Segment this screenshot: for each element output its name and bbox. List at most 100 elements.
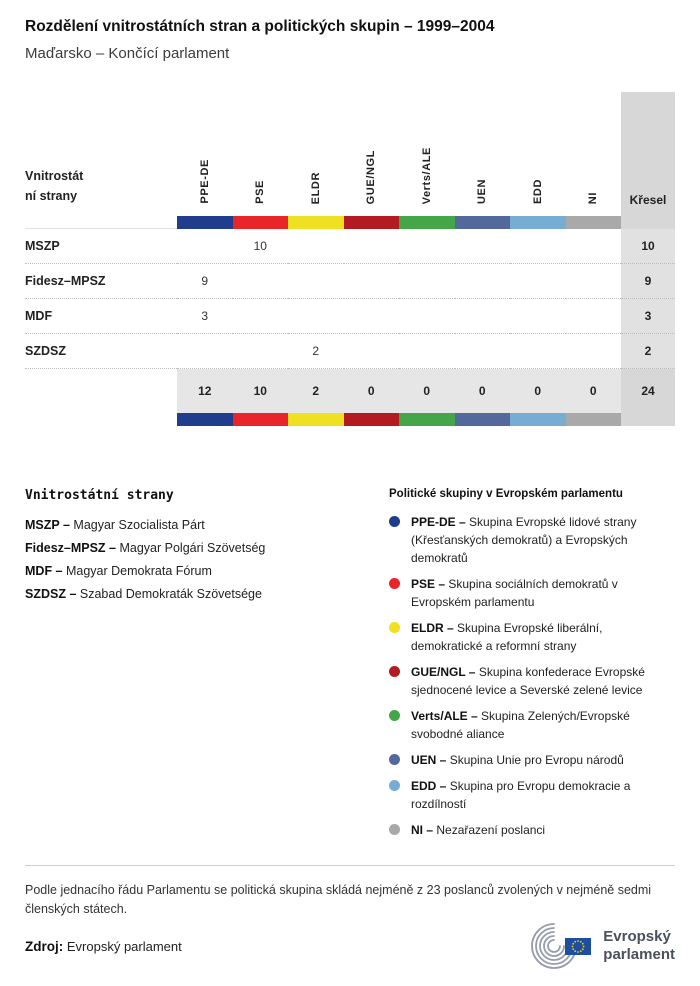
value-cell bbox=[177, 229, 233, 264]
national-parties-legend: Vnitrostátní strany MSZP – Magyar Szocia… bbox=[25, 488, 365, 847]
color-bar-bottom-edd bbox=[510, 413, 566, 426]
source-value: Evropský parlament bbox=[66, 938, 182, 954]
value-cell bbox=[399, 299, 455, 334]
legend-item-fidesz-mpsz: Fidesz–MPSZ – Magyar Polgári Szövetség bbox=[25, 541, 266, 555]
column-header-pse: PSE bbox=[254, 180, 267, 204]
value-cell bbox=[399, 264, 455, 299]
ep-logo-text: Evropský parlament bbox=[603, 928, 675, 963]
color-bar-ni bbox=[565, 216, 621, 229]
seats-cell-mdf: 3 bbox=[621, 299, 675, 334]
european-parliament-logo: Evropský parlament bbox=[528, 920, 675, 972]
value-cell bbox=[288, 264, 344, 299]
political-groups-title: Politické skupiny v Evropském parlamentu bbox=[389, 488, 623, 500]
political-groups-legend: Politické skupiny v Evropském parlamentu… bbox=[389, 488, 675, 847]
total-ppe-de: 12 bbox=[177, 369, 233, 413]
legend-section: Vnitrostátní strany MSZP – Magyar Szocia… bbox=[25, 488, 675, 847]
total-edd: 0 bbox=[510, 369, 566, 413]
column-header-seats: Křesel bbox=[621, 92, 675, 216]
party-name-mszp: MSZP bbox=[25, 229, 177, 264]
color-bar-bottom-uen bbox=[454, 413, 510, 426]
source-line: Zdroj: Evropský parlament bbox=[25, 939, 182, 954]
value-cell bbox=[454, 264, 510, 299]
seats-cell-szdsz: 2 bbox=[621, 334, 675, 369]
legend-item-verts-ale: Verts/ALE – Skupina Zelených/Evropské sv… bbox=[389, 707, 675, 743]
color-bar-edd bbox=[510, 216, 566, 229]
legend-item-uen: UEN – Skupina Unie pro Evropu národů bbox=[389, 751, 675, 769]
footer: Zdroj: Evropský parlament bbox=[25, 920, 675, 972]
ppe-de-color-dot bbox=[389, 516, 400, 527]
legend-item-pse: PSE – Skupina sociálních demokratů v Evr… bbox=[389, 575, 675, 611]
legend-item-edd: EDD – Skupina pro Evropu demokracie a ro… bbox=[389, 777, 675, 813]
seats-table: Vnitrostátní strany PPE-DE PSE ELDR GUE/… bbox=[25, 92, 675, 426]
ep-logo-icon bbox=[531, 923, 592, 969]
party-name-mdf: MDF bbox=[25, 299, 177, 334]
color-bar-uen bbox=[454, 216, 510, 229]
source-label: Zdroj: bbox=[25, 938, 64, 954]
color-bar-bottom-verts-ale bbox=[399, 413, 455, 426]
value-cell bbox=[232, 299, 288, 334]
seats-cell-mszp: 10 bbox=[621, 229, 675, 264]
value-cell bbox=[343, 299, 399, 334]
value-cell bbox=[565, 299, 621, 334]
color-bar-bottom-gue-ngl bbox=[343, 413, 399, 426]
party-name-szdsz: SZDSZ bbox=[25, 334, 177, 369]
eu-flag-icon bbox=[565, 938, 592, 955]
color-bar-pse bbox=[232, 216, 288, 229]
legend-item-szdsz: SZDSZ – Szabad Demokraták Szövetsége bbox=[25, 587, 262, 601]
national-parties-title: Vnitrostátní strany bbox=[25, 488, 174, 503]
uen-color-dot bbox=[389, 754, 400, 765]
column-header-gue-ngl: GUE/NGL bbox=[365, 149, 378, 204]
column-header-verts-ale: Verts/ALE bbox=[420, 146, 433, 204]
legend-item-mszp: MSZP – Magyar Szocialista Párt bbox=[25, 518, 205, 532]
value-cell bbox=[454, 334, 510, 369]
legend-item-mdf: MDF – Magyar Demokrata Fórum bbox=[25, 564, 212, 578]
page-subtitle: Maďarsko – Končící parlament bbox=[25, 45, 230, 62]
legend-item-ppe-de: PPE-DE – Skupina Evropské lidové strany … bbox=[389, 513, 675, 567]
total-seats: 24 bbox=[621, 369, 675, 413]
totals-row-spacer bbox=[25, 369, 177, 413]
value-cell-szdsz-eldr: 2 bbox=[288, 334, 344, 369]
value-cell bbox=[454, 229, 510, 264]
value-cell bbox=[343, 334, 399, 369]
party-name-fidesz-mpsz: Fidesz–MPSZ bbox=[25, 264, 177, 299]
total-ni: 0 bbox=[565, 369, 621, 413]
total-uen: 0 bbox=[454, 369, 510, 413]
gue-ngl-color-dot bbox=[389, 666, 400, 677]
color-bar-spacer bbox=[25, 413, 177, 426]
color-bar-eldr bbox=[288, 216, 344, 229]
total-verts-ale: 0 bbox=[399, 369, 455, 413]
color-bar-seats bbox=[621, 216, 675, 229]
page-title: Rozdělení vnitrostátních stran a politic… bbox=[25, 18, 495, 35]
value-cell bbox=[343, 264, 399, 299]
color-bar-gue-ngl bbox=[343, 216, 399, 229]
value-cell bbox=[565, 334, 621, 369]
value-cell bbox=[399, 229, 455, 264]
column-header-ni: NI bbox=[587, 191, 600, 204]
legend-item-eldr: ELDR – Skupina Evropské liberální, demok… bbox=[389, 619, 675, 655]
color-bar-bottom-seats bbox=[621, 413, 675, 426]
column-header-uen: UEN bbox=[476, 178, 489, 204]
verts-ale-color-dot bbox=[389, 710, 400, 721]
value-cell bbox=[288, 229, 344, 264]
value-cell bbox=[510, 334, 566, 369]
color-bar-bottom-ni bbox=[565, 413, 621, 426]
total-pse: 10 bbox=[232, 369, 288, 413]
value-cell bbox=[510, 229, 566, 264]
color-bar-bottom-ppe-de bbox=[177, 413, 233, 426]
value-cell bbox=[177, 334, 233, 369]
legend-item-ni: NI – Nezařazení poslanci bbox=[389, 821, 675, 839]
value-cell-mszp-pse: 10 bbox=[232, 229, 288, 264]
column-header-eldr: ELDR bbox=[309, 171, 322, 204]
column-header-ppe-de: PPE-DE bbox=[198, 159, 211, 204]
color-bar-verts-ale bbox=[399, 216, 455, 229]
seats-cell-fidesz-mpsz: 9 bbox=[621, 264, 675, 299]
value-cell bbox=[288, 299, 344, 334]
color-bar-bottom-eldr bbox=[288, 413, 344, 426]
value-cell bbox=[510, 299, 566, 334]
value-cell bbox=[232, 264, 288, 299]
value-cell bbox=[565, 229, 621, 264]
value-cell bbox=[454, 299, 510, 334]
row-header-label: Vnitrostátní strany bbox=[25, 169, 84, 203]
footnote: Podle jednacího řádu Parlamentu se polit… bbox=[25, 883, 652, 917]
